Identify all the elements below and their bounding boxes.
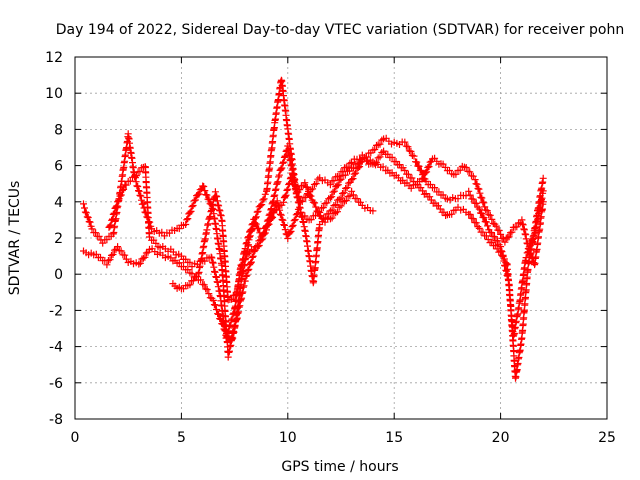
y-tick-label: 12: [45, 50, 63, 66]
chart-title: Day 194 of 2022, Sidereal Day-to-day VTE…: [56, 22, 624, 38]
x-tick-label: 20: [492, 430, 510, 446]
x-tick-label: 10: [279, 430, 297, 446]
x-tick-label: 15: [385, 430, 403, 446]
y-tick-label: -6: [49, 376, 63, 392]
y-tick-label: 10: [45, 86, 63, 102]
x-tick-label: 25: [598, 430, 616, 446]
y-tick-label: 6: [54, 159, 63, 175]
y-tick-label: 2: [54, 231, 63, 247]
y-tick-label: 8: [54, 122, 63, 138]
axis-ticks: 0 5 10 15 20 25 -8 -6 -4 -2 0 2 4 6 8 10 12: [45, 50, 616, 446]
x-tick-label: 0: [71, 430, 80, 446]
x-axis-label: GPS time / hours: [281, 459, 398, 475]
x-tick-label: 5: [177, 430, 186, 446]
y-tick-label: -2: [49, 303, 63, 319]
y-tick-label: -4: [49, 340, 63, 356]
y-tick-label: -8: [49, 412, 63, 428]
y-axis-label: SDTVAR / TECUs: [7, 181, 23, 296]
scatter-markers: [80, 76, 547, 382]
y-tick-label: 0: [54, 267, 63, 283]
data-points: [80, 76, 547, 382]
y-tick-label: 4: [54, 195, 63, 211]
